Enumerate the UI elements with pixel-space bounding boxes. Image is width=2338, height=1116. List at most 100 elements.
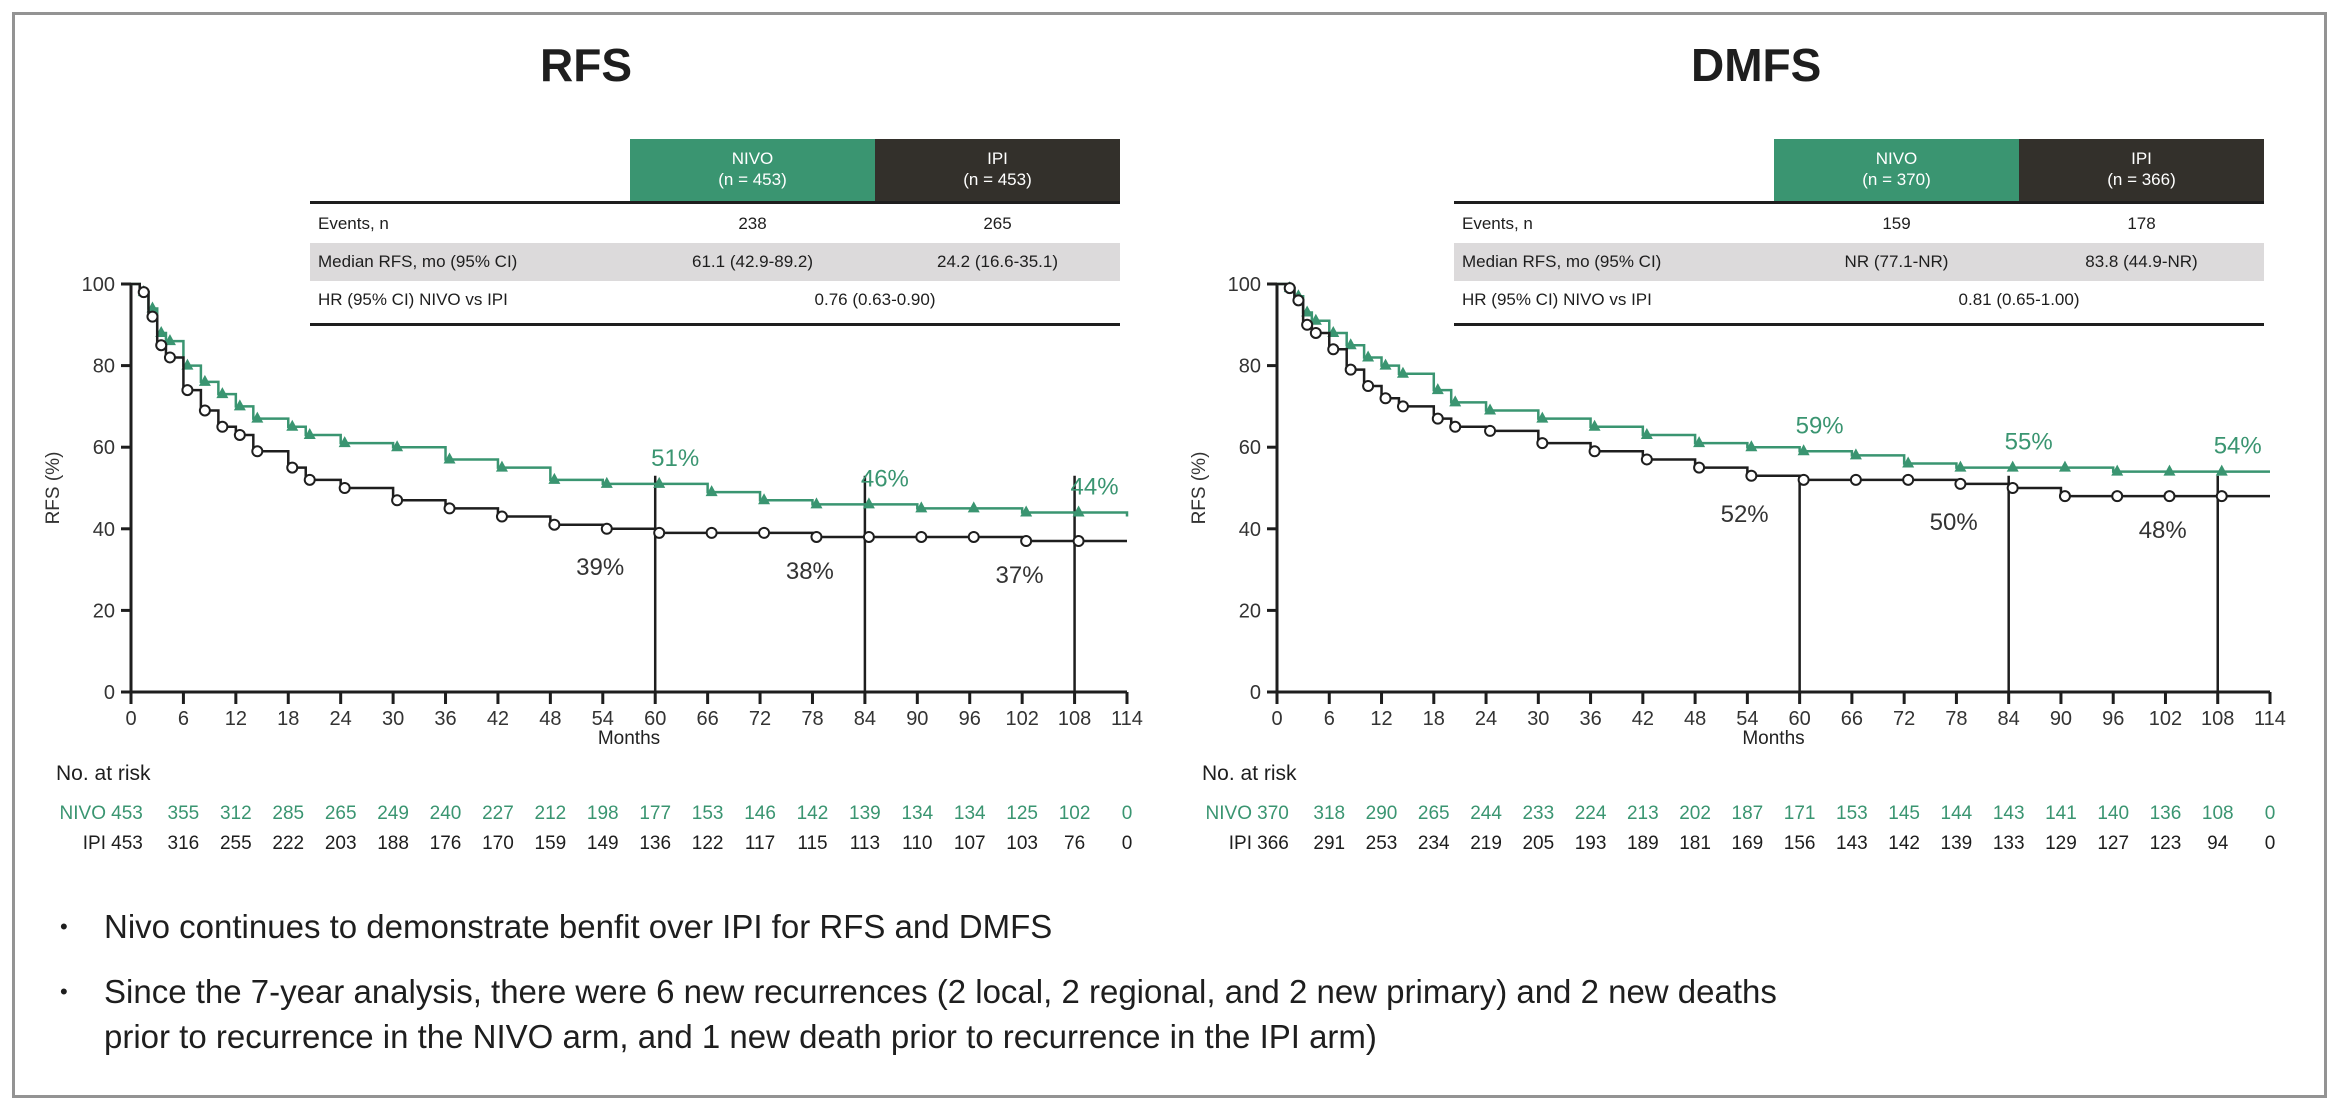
censor-marker-circle xyxy=(146,310,159,323)
censor-marker-triangle xyxy=(1484,403,1497,415)
nivo-at-risk-value: 224 xyxy=(1574,803,1607,824)
percent-annotation-ipi: 37% xyxy=(996,562,1044,589)
dmfs-panel: DMFS NIVO (n = 370) IPI (n = 366) Events… xyxy=(1169,0,2338,880)
y-tick-label: 80 xyxy=(93,356,115,378)
censor-marker-triangle xyxy=(1536,411,1549,423)
nivo-at-risk-value: 108 xyxy=(2201,803,2234,824)
row-label: HR (95% CI) NIVO vs IPI xyxy=(318,290,508,309)
censor-marker-circle xyxy=(1327,343,1340,356)
nivo-at-risk-value: 134 xyxy=(953,803,986,824)
percent-annotation-ipi: 38% xyxy=(786,558,834,585)
x-tick-label: 96 xyxy=(2102,708,2124,730)
censor-marker-circle xyxy=(1379,392,1392,405)
censor-marker-circle xyxy=(653,526,666,539)
y-tick-label: 40 xyxy=(93,519,115,541)
x-tick-label: 48 xyxy=(539,708,561,730)
y-tick-label: 80 xyxy=(1239,356,1261,378)
ipi-header: IPI (n = 366) xyxy=(2019,139,2264,201)
x-tick-label: 54 xyxy=(1736,708,1758,730)
nivo-header: NIVO (n = 370) xyxy=(1774,139,2019,201)
censor-marker-circle xyxy=(233,428,246,441)
x-tick-label: 6 xyxy=(178,708,189,730)
x-axis-label: Months xyxy=(598,728,660,749)
censor-marker-triangle xyxy=(286,419,299,431)
row-label: Median RFS, mo (95% CI) xyxy=(318,252,518,271)
censor-marker-circle xyxy=(163,351,176,364)
censor-marker-circle xyxy=(600,522,613,535)
ipi-at-risk-value: 176 xyxy=(429,833,462,854)
censor-marker-circle xyxy=(181,384,194,397)
nivo-at-risk-value: 145 xyxy=(1888,803,1920,824)
censor-marker-triangle xyxy=(233,399,246,411)
censor-marker-triangle xyxy=(163,334,176,346)
ipi-at-risk-value: 0 xyxy=(1121,833,1133,854)
nivo-at-risk-label: NIVO xyxy=(59,803,106,824)
ipi-at-risk-value: 143 xyxy=(1836,833,1868,854)
censor-marker-circle xyxy=(198,404,211,417)
chart-title: DMFS xyxy=(1691,39,1822,91)
censor-marker-triangle xyxy=(1072,505,1085,517)
hr-value: 0.76 (0.63-0.90) xyxy=(814,290,936,309)
censor-marker-circle xyxy=(495,510,508,523)
censor-marker-circle xyxy=(216,420,229,433)
bullet-icon: • xyxy=(60,914,68,939)
x-tick-label: 60 xyxy=(1789,708,1811,730)
censor-marker-triangle xyxy=(862,497,875,509)
censor-marker-circle xyxy=(862,530,875,543)
censor-marker-circle xyxy=(2215,490,2228,503)
x-tick-label: 30 xyxy=(1527,708,1549,730)
nivo-at-risk-value: 312 xyxy=(219,803,252,824)
rfs-panel: RFS NIVO (n = 453) IPI (n = 453) Events,… xyxy=(0,0,1169,880)
censor-marker-circle xyxy=(1449,420,1462,433)
censor-marker-triangle xyxy=(915,501,928,513)
censor-marker-circle xyxy=(1484,424,1497,437)
ipi-value: 24.2 (16.6-35.1) xyxy=(937,252,1058,271)
censor-marker-triangle xyxy=(216,387,229,399)
nivo-value: 61.1 (42.9-89.2) xyxy=(692,252,813,271)
nivo-at-risk-value: 125 xyxy=(1006,803,1038,824)
ipi-at-risk-value: 123 xyxy=(2149,833,2182,854)
ipi-at-risk-value: 169 xyxy=(1731,833,1764,854)
censor-marker-circle xyxy=(155,339,168,352)
x-tick-label: 42 xyxy=(487,708,509,730)
ipi-at-risk-value: 117 xyxy=(744,833,776,854)
ipi-at-risk-value: 149 xyxy=(586,833,619,854)
x-tick-label: 66 xyxy=(697,708,719,730)
ipi-at-risk-value: 205 xyxy=(1522,833,1555,854)
censor-marker-triangle xyxy=(1020,505,1033,517)
censor-marker-triangle xyxy=(1849,448,1862,460)
x-tick-label: 108 xyxy=(2201,708,2234,730)
censor-marker-circle xyxy=(286,461,299,474)
nivo-at-risk-value: 187 xyxy=(1731,803,1764,824)
censor-marker-circle xyxy=(1954,477,1967,490)
nivo-at-risk-value: 153 xyxy=(1836,803,1868,824)
chart-title: RFS xyxy=(540,39,632,91)
nivo-at-risk-value: 227 xyxy=(482,803,514,824)
x-tick-label: 60 xyxy=(644,708,666,730)
ipi-at-risk-value: 255 xyxy=(219,833,252,854)
censor-marker-triangle xyxy=(391,440,404,452)
x-tick-label: 90 xyxy=(906,708,928,730)
table-row: HR (95% CI) NIVO vs IPI 0.81 (0.65-1.00) xyxy=(1454,281,2264,319)
censor-marker-triangle xyxy=(1431,383,1444,395)
ipi-at-risk-value: 127 xyxy=(2097,833,2130,854)
nivo-at-risk-value: 233 xyxy=(1522,803,1555,824)
censor-marker-circle xyxy=(1797,473,1810,486)
x-tick-label: 78 xyxy=(801,708,823,730)
ipi-at-risk-value: 136 xyxy=(639,833,672,854)
ipi-value: 265 xyxy=(983,214,1012,233)
censor-marker-circle xyxy=(1301,318,1314,331)
nivo-at-risk-value: 134 xyxy=(901,803,934,824)
nivo-header-label: NIVO xyxy=(731,149,774,168)
percent-annotation-ipi: 48% xyxy=(2139,517,2187,544)
x-tick-label: 66 xyxy=(1841,708,1863,730)
x-tick-label: 18 xyxy=(1423,708,1445,730)
percent-annotation-nivo: 54% xyxy=(2214,433,2262,460)
x-tick-label: 48 xyxy=(1684,708,1706,730)
y-axis-label: RFS (%) xyxy=(43,452,64,525)
nivo-at-risk-value: 142 xyxy=(796,803,829,824)
ipi-value: 178 xyxy=(2127,214,2156,233)
nivo-value: NR (77.1-NR) xyxy=(1844,252,1949,271)
x-tick-label: 30 xyxy=(382,708,404,730)
nivo-at-risk-value: 249 xyxy=(377,803,409,824)
